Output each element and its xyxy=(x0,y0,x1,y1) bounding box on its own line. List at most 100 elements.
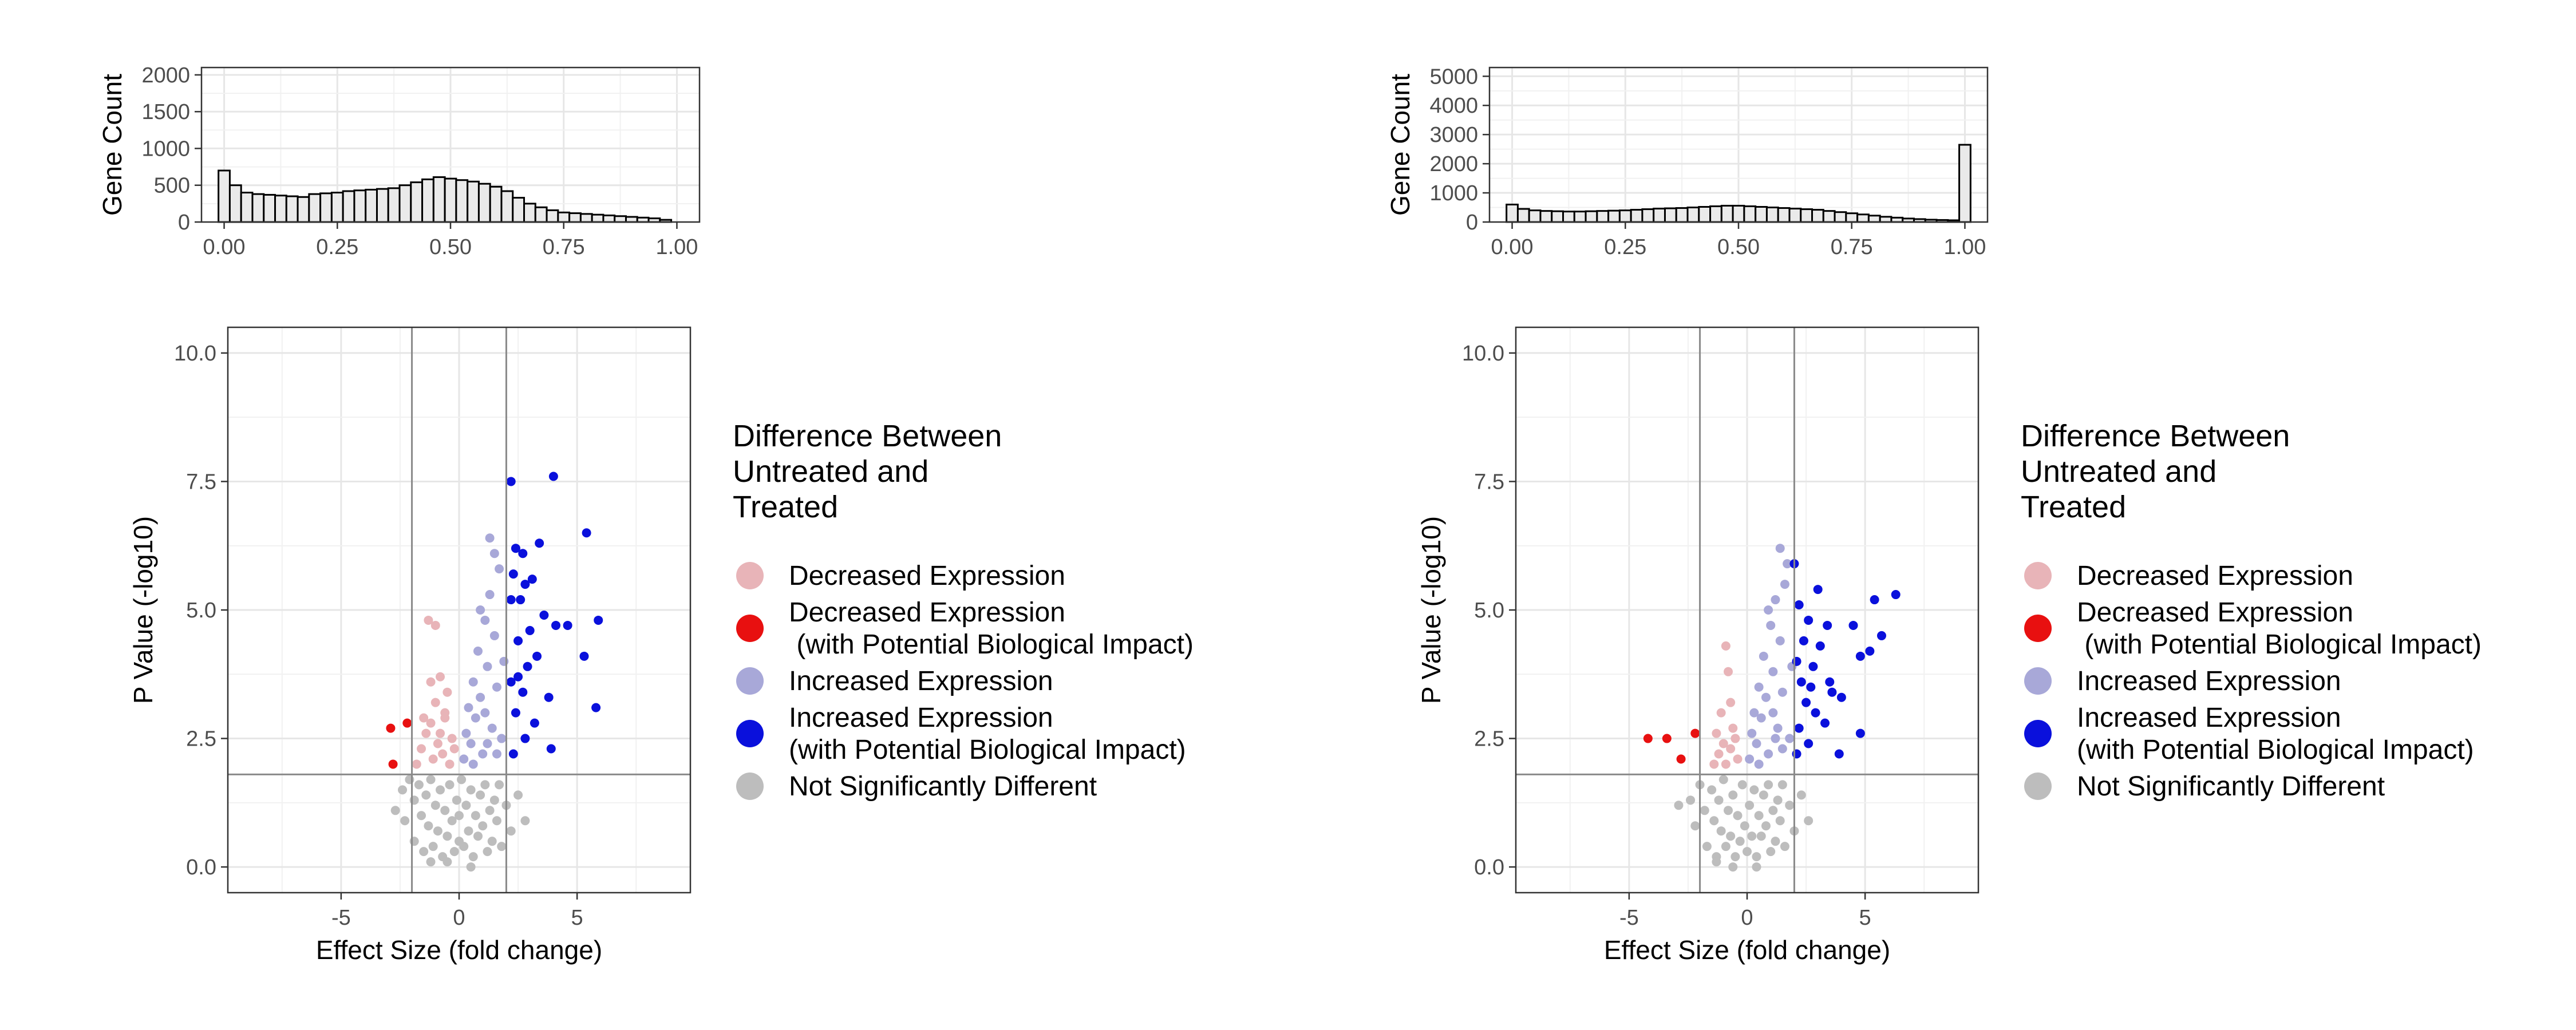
volcano-point-not-significant xyxy=(1702,842,1712,851)
histogram-bar xyxy=(319,192,333,223)
histogram-bar xyxy=(1607,209,1621,223)
volcano-point-increased-impact xyxy=(1808,661,1818,671)
histogram-bar xyxy=(1618,209,1632,223)
volcano-point-increased-impact xyxy=(1815,641,1825,651)
volcano-point-not-significant xyxy=(428,842,438,851)
volcano-point-not-significant xyxy=(1712,857,1721,867)
legend-label-increased-impact: (with Potential Biological Impact) xyxy=(2077,735,2474,765)
volcano-point-not-significant xyxy=(1730,852,1740,862)
legend-key-decreased-impact xyxy=(736,615,764,642)
volcano-point-not-significant xyxy=(1728,790,1738,800)
volcano-point-increased-impact xyxy=(508,749,518,759)
volcano-point-not-significant xyxy=(520,816,530,826)
volcano-point-decreased xyxy=(436,728,445,738)
volcano-point-not-significant xyxy=(1777,780,1787,790)
volcano-point-not-significant xyxy=(1804,816,1814,826)
histogram-bar xyxy=(467,180,480,223)
histogram-bar xyxy=(625,216,638,223)
volcano-point-decreased-impact xyxy=(1690,728,1700,738)
volcano-point-increased xyxy=(492,749,501,759)
volcano-y-tick-label: 10.0 xyxy=(174,342,216,366)
volcano-y-tick-label: 7.5 xyxy=(186,470,216,494)
volcano-point-increased-impact xyxy=(523,661,532,671)
volcano-point-not-significant xyxy=(1707,785,1717,795)
volcano-point-increased-impact xyxy=(1796,677,1806,687)
volcano-point-not-significant xyxy=(1709,816,1719,826)
volcano-point-increased-impact xyxy=(508,569,518,579)
histogram-bar xyxy=(1641,208,1655,223)
volcano-y-tick-label: 0.0 xyxy=(1474,855,1504,880)
histogram-bar xyxy=(1720,204,1734,223)
histogram-bar xyxy=(1811,209,1824,223)
volcano-point-increased-impact xyxy=(1870,595,1879,605)
histogram-bar xyxy=(1653,208,1666,223)
volcano-point-increased xyxy=(1768,667,1778,676)
histogram-bar xyxy=(410,181,424,223)
histogram-bar xyxy=(1845,212,1859,223)
volcano-point-not-significant xyxy=(440,806,450,815)
histogram-bar xyxy=(1664,207,1677,223)
volcano-point-not-significant xyxy=(1785,801,1795,810)
histogram-bar xyxy=(602,214,616,223)
volcano-point-not-significant xyxy=(471,811,480,821)
legend-label-decreased-impact: Decreased Expression xyxy=(789,597,1065,628)
histogram-bar xyxy=(1732,204,1745,223)
volcano-point-not-significant xyxy=(1726,831,1736,841)
histogram-bar xyxy=(387,187,401,223)
legend-label-not-significant: Not Significantly Different xyxy=(2077,771,2385,802)
histogram-bar xyxy=(1765,207,1779,223)
legend-key-increased-impact xyxy=(736,720,764,747)
volcano-point-increased-impact xyxy=(513,672,523,682)
volcano-point-decreased xyxy=(426,718,436,728)
volcano-point-decreased xyxy=(436,672,445,682)
histogram-bar xyxy=(1822,210,1836,223)
volcano-x-tick-label: 0 xyxy=(1741,906,1753,930)
histogram-bar xyxy=(568,212,582,223)
legend-label-increased-impact: Increased Expression xyxy=(2077,703,2341,733)
legend-title-line: Treated xyxy=(733,490,838,524)
legend-title-line: Untreated and xyxy=(733,454,929,489)
volcano-point-increased-impact xyxy=(544,692,554,702)
volcano-point-increased xyxy=(1780,580,1789,589)
volcano-point-not-significant xyxy=(421,790,431,800)
volcano-point-increased xyxy=(483,661,492,671)
volcano-point-increased-impact xyxy=(530,718,539,728)
legend-key-increased xyxy=(2024,667,2052,695)
volcano-point-not-significant xyxy=(483,847,492,857)
volcano-point-increased xyxy=(1775,636,1785,645)
volcano-point-decreased xyxy=(426,677,436,687)
volcano-point-not-significant xyxy=(1674,801,1684,810)
volcano-point-not-significant xyxy=(506,826,516,836)
volcano-point-increased-impact xyxy=(1804,615,1814,625)
legend-label-decreased: Decreased Expression xyxy=(2077,561,2353,591)
left-figure-panel: 0.00 0.25 0.50 0.75 1.00 0 500 1000 1500 2000 Gene… xyxy=(97,64,1194,965)
volcano-point-not-significant xyxy=(445,780,455,790)
volcano-point-increased xyxy=(1771,734,1780,743)
volcano-point-increased xyxy=(1745,754,1755,764)
volcano-point-increased-impact xyxy=(1848,620,1858,630)
volcano-point-increased xyxy=(1764,605,1773,615)
volcano-point-increased-impact xyxy=(518,687,528,697)
volcano-point-increased-impact xyxy=(506,477,516,486)
volcano-point-increased-impact xyxy=(1811,708,1820,718)
volcano-x-axis-title: Effect Size (fold change) xyxy=(1604,935,1890,965)
volcano-point-not-significant xyxy=(436,785,445,795)
legend-label-decreased-impact: (with Potential Biological Impact) xyxy=(789,629,1194,660)
volcano-point-increased-impact xyxy=(1825,677,1835,687)
histogram-bar xyxy=(546,209,559,223)
volcano-point-increased xyxy=(480,615,490,625)
histogram-bar xyxy=(1686,207,1700,223)
histogram-y-tick-label: 4000 xyxy=(1429,94,1478,118)
volcano-point-increased xyxy=(476,605,485,615)
histogram-y-axis-title: Gene Count xyxy=(97,74,127,216)
histogram-bar xyxy=(591,213,605,223)
legend-key-not-significant xyxy=(2024,772,2052,800)
histogram-bar xyxy=(1698,206,1712,223)
volcano-point-increased xyxy=(1775,544,1785,553)
volcano-point-not-significant xyxy=(430,801,440,810)
histogram-bar xyxy=(1800,208,1814,223)
histogram-bar xyxy=(1788,208,1802,223)
volcano-point-decreased xyxy=(417,744,426,754)
volcano-point-increased xyxy=(476,692,485,702)
